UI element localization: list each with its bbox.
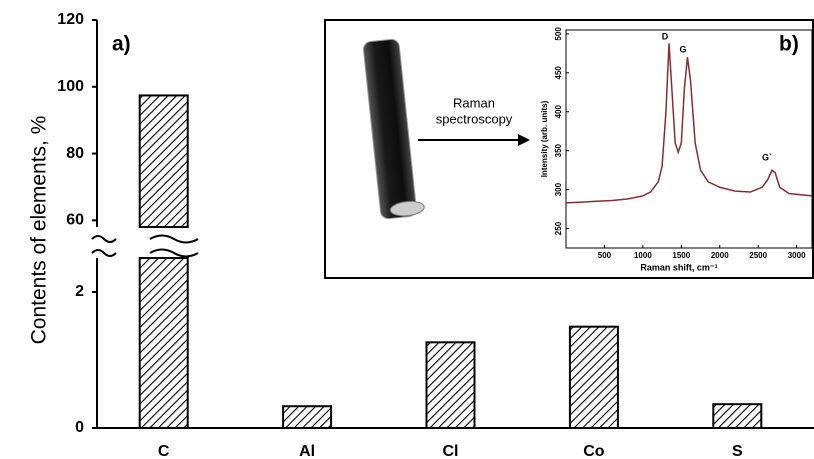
y-tick-label: 60 xyxy=(66,212,84,229)
bar xyxy=(425,341,476,430)
y-tick-label: 80 xyxy=(66,145,84,162)
break-mark xyxy=(91,249,117,257)
x-axis-label: Raman shift, cm⁻¹ xyxy=(640,262,717,272)
y-tick-label: 350 xyxy=(554,143,563,157)
x-tick-label: 500 xyxy=(598,251,612,260)
y-tick-label: 2 xyxy=(75,283,84,300)
panel-label: b) xyxy=(779,33,799,56)
x-tick-label: Al xyxy=(299,443,315,459)
break-gap xyxy=(85,233,205,253)
plot-frame xyxy=(565,29,813,249)
arrow-label: spectroscopy xyxy=(436,111,513,126)
y-axis-label: Contents of elements, % xyxy=(28,116,51,345)
y-axis-label: Intensity (arb. units) xyxy=(540,100,549,177)
y-tick-label: 250 xyxy=(554,221,563,235)
y-tick-label: 400 xyxy=(554,105,563,119)
y-tick-label: 450 xyxy=(554,66,563,80)
x-tick-label: Co xyxy=(583,443,605,459)
peak-label: G xyxy=(679,44,686,54)
y-tick-label: 0 xyxy=(75,419,84,436)
bar xyxy=(138,94,189,229)
spectrum-line xyxy=(565,43,813,204)
y-tick-label: 300 xyxy=(554,182,563,196)
break-mark xyxy=(149,248,199,258)
y-tick-label: 100 xyxy=(57,78,84,95)
y-tick-label: 120 xyxy=(57,11,84,28)
bar xyxy=(138,257,189,429)
peak-label: G` xyxy=(762,152,772,162)
x-tick-label: 2500 xyxy=(749,251,767,260)
tube-cap xyxy=(389,200,425,217)
bar xyxy=(568,325,619,429)
break-mark xyxy=(149,234,199,244)
arrow-head xyxy=(518,134,530,146)
x-tick-label: 1000 xyxy=(634,251,652,260)
peak-label: D xyxy=(662,31,669,41)
x-tick-label: C xyxy=(158,443,170,459)
x-tick-label: 3000 xyxy=(788,251,806,260)
arrow-label: Raman xyxy=(453,95,495,110)
y-tick-label: 500 xyxy=(554,27,563,41)
x-tick-label: S xyxy=(732,443,743,459)
x-tick-label: 1500 xyxy=(672,251,690,260)
bar xyxy=(282,405,333,429)
break-mark xyxy=(91,235,117,243)
bar xyxy=(712,403,763,430)
x-tick-label: 2000 xyxy=(711,251,729,260)
tube xyxy=(362,38,417,220)
panel-label: a) xyxy=(112,33,131,56)
x-tick-label: Cl xyxy=(443,443,459,459)
